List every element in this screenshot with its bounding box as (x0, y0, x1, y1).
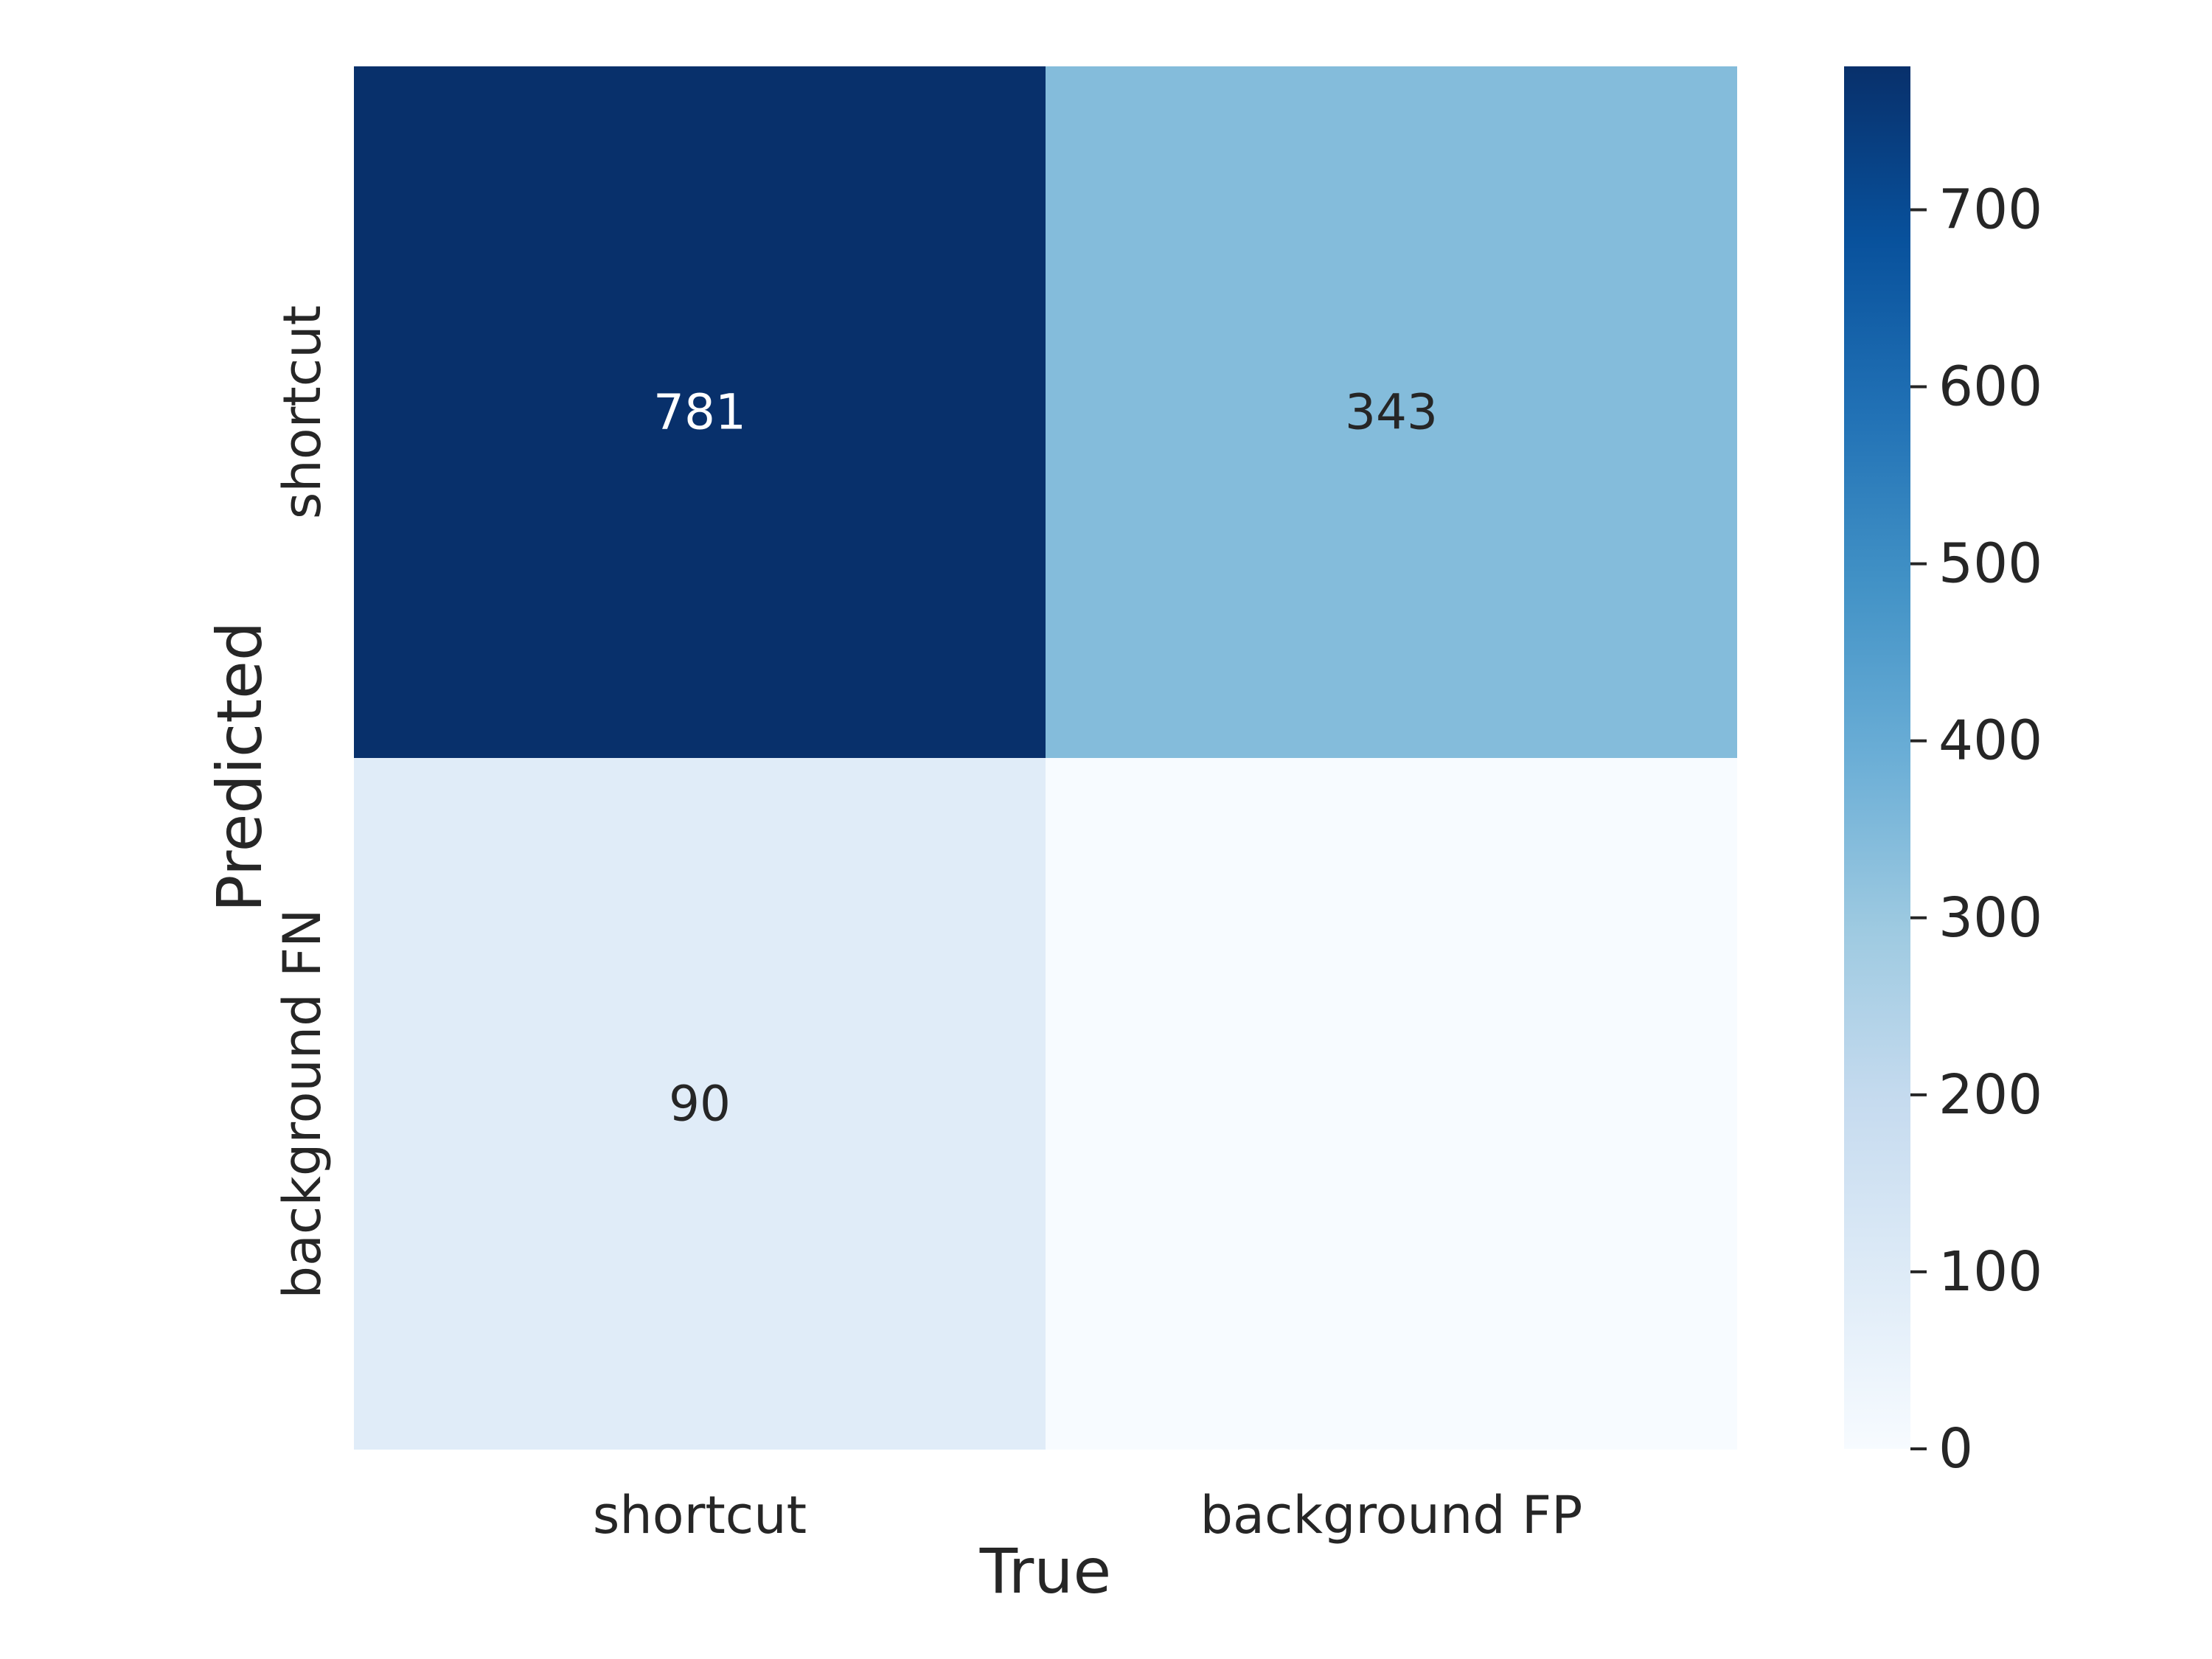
colorbar-tick-label: 700 (1938, 178, 2042, 241)
heatmap-cell-r1-c1 (1046, 758, 1737, 1450)
cell-value-label: 90 (669, 1076, 731, 1133)
heatmap-cells: 781 343 90 (354, 66, 1737, 1450)
heatmap-cell-r0-c0 (354, 66, 1046, 758)
colorbar-tick-label: 300 (1938, 886, 2042, 950)
y-tick-label: background FN (272, 909, 333, 1299)
y-axis-tick-labels: shortcut background FN (272, 305, 333, 1299)
cell-value-label: 781 (653, 384, 746, 441)
colorbar-tick-label: 500 (1938, 532, 2042, 596)
colorbar-tick-label: 200 (1938, 1063, 2042, 1127)
colorbar-tick-label: 400 (1938, 709, 2042, 773)
heatmap-cell-r1-c0 (354, 758, 1046, 1450)
y-tick-label: shortcut (272, 305, 333, 519)
colorbar-ticks: 0 100 200 300 400 500 600 700 (1910, 178, 2042, 1481)
x-tick-label: shortcut (593, 1485, 807, 1545)
cell-value-label: 343 (1345, 384, 1438, 441)
x-tick-label: background FP (1200, 1485, 1583, 1545)
colorbar (1844, 66, 1910, 1449)
x-axis-title: True (979, 1535, 1111, 1607)
heatmap-cell-r0-c1 (1046, 66, 1737, 758)
y-axis-title: Predicted (204, 622, 276, 912)
colorbar-tick-label: 600 (1938, 355, 2042, 419)
colorbar-tick-label: 100 (1938, 1240, 2042, 1304)
x-axis-tick-labels: shortcut background FP (593, 1485, 1582, 1545)
colorbar-tick-label: 0 (1938, 1417, 1973, 1481)
